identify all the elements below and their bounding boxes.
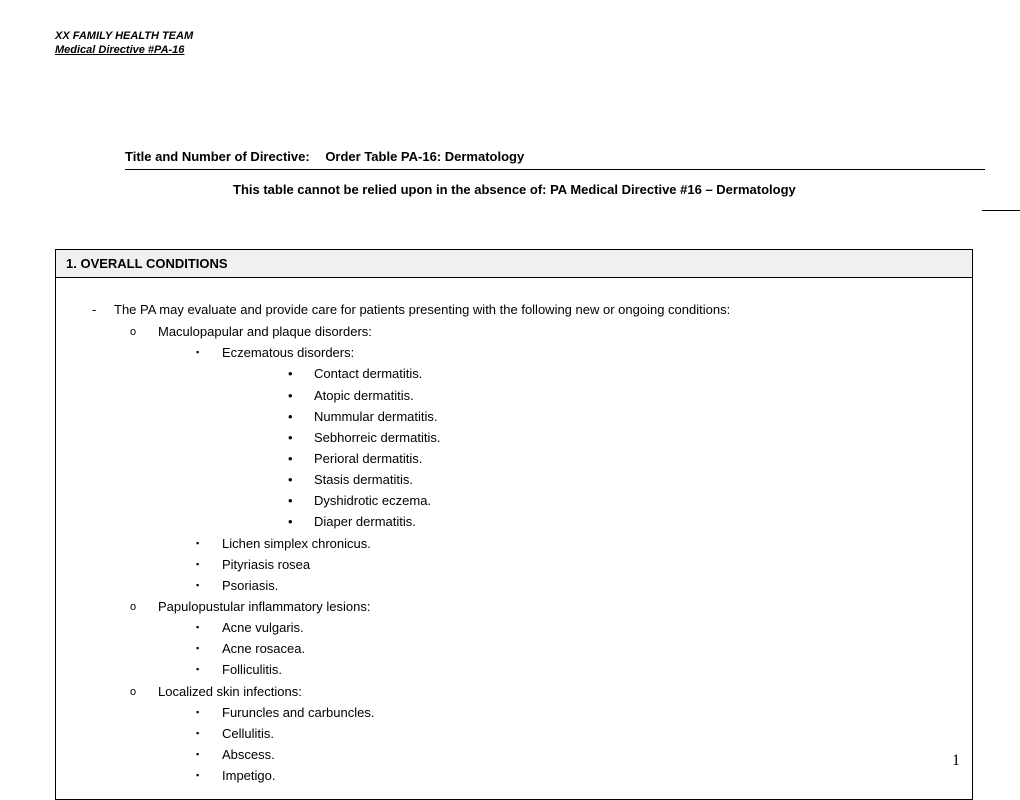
condition-item: •Perioral dermatitis.: [288, 449, 942, 469]
condition-text: Diaper dermatitis.: [314, 512, 416, 532]
group-label: Localized skin infections:: [158, 682, 302, 702]
section-body: - The PA may evaluate and provide care f…: [56, 278, 972, 799]
square-marker: ▪: [196, 576, 222, 596]
subgroup-list: ▪Acne vulgaris.▪Acne rosacea.▪Folliculit…: [196, 618, 942, 680]
intro-item: - The PA may evaluate and provide care f…: [92, 300, 942, 320]
bullet-marker: •: [288, 407, 314, 427]
bullet-marker: •: [288, 386, 314, 406]
group-item: oMaculopapular and plaque disorders:: [130, 322, 942, 342]
circle-marker: o: [130, 322, 158, 342]
circle-marker: o: [130, 597, 158, 617]
header-directive-ref: Medical Directive #PA-16: [55, 44, 970, 56]
square-marker: ▪: [196, 745, 222, 765]
subgroup-label: Impetigo.: [222, 766, 275, 786]
subgroup-item: ▪Psoriasis.: [196, 576, 942, 596]
condition-item: •Sebhorreic dermatitis.: [288, 428, 942, 448]
condition-text: Contact dermatitis.: [314, 364, 422, 384]
title-row: Title and Number of Directive: Order Tab…: [125, 149, 970, 164]
condition-text: Atopic dermatitis.: [314, 386, 414, 406]
subgroup-label: Lichen simplex chronicus.: [222, 534, 371, 554]
subgroup-label: Cellulitis.: [222, 724, 274, 744]
square-marker: ▪: [196, 724, 222, 744]
square-marker: ▪: [196, 618, 222, 638]
square-marker: ▪: [196, 703, 222, 723]
square-marker: ▪: [196, 343, 222, 363]
section-box: 1. OVERALL CONDITIONS - The PA may evalu…: [55, 249, 973, 800]
item-list: •Contact dermatitis.•Atopic dermatitis.•…: [288, 364, 942, 532]
condition-item: •Atopic dermatitis.: [288, 386, 942, 406]
subgroup-item: ▪Acne rosacea.: [196, 639, 942, 659]
subgroup-item: ▪Folliculitis.: [196, 660, 942, 680]
group-item: oPapulopustular inflammatory lesions:: [130, 597, 942, 617]
subgroup-item: ▪Lichen simplex chronicus.: [196, 534, 942, 554]
subgroup-label: Eczematous disorders:: [222, 343, 354, 363]
bullet-marker: •: [288, 428, 314, 448]
subgroup-label: Acne vulgaris.: [222, 618, 304, 638]
condition-text: Stasis dermatitis.: [314, 470, 413, 490]
subgroup-label: Folliculitis.: [222, 660, 282, 680]
square-marker: ▪: [196, 766, 222, 786]
condition-item: •Contact dermatitis.: [288, 364, 942, 384]
dash-marker: -: [92, 300, 114, 320]
subgroup-item: ▪Impetigo.: [196, 766, 942, 786]
subgroup-label: Psoriasis.: [222, 576, 278, 596]
subgroup-label: Furuncles and carbuncles.: [222, 703, 374, 723]
circle-marker: o: [130, 682, 158, 702]
title-underline: [125, 169, 985, 170]
subgroup-label: Pityriasis rosea: [222, 555, 310, 575]
bullet-marker: •: [288, 491, 314, 511]
square-marker: ▪: [196, 639, 222, 659]
square-marker: ▪: [196, 660, 222, 680]
subgroup-item: ▪Pityriasis rosea: [196, 555, 942, 575]
title-value: Order Table PA-16: Dermatology: [325, 149, 524, 164]
subgroup-label: Acne rosacea.: [222, 639, 305, 659]
subgroup-list: ▪Furuncles and carbuncles.▪Cellulitis.▪A…: [196, 703, 942, 787]
condition-item: •Dyshidrotic eczema.: [288, 491, 942, 511]
condition-text: Sebhorreic dermatitis.: [314, 428, 440, 448]
condition-text: Nummular dermatitis.: [314, 407, 438, 427]
bullet-marker: •: [288, 364, 314, 384]
condition-item: •Diaper dermatitis.: [288, 512, 942, 532]
title-label: Title and Number of Directive:: [125, 149, 310, 164]
subgroup-item: ▪Cellulitis.: [196, 724, 942, 744]
subgroup-item: ▪Eczematous disorders:: [196, 343, 942, 363]
square-marker: ▪: [196, 555, 222, 575]
page-number: 1: [952, 752, 960, 770]
subtitle-underline: [982, 210, 1020, 211]
bullet-marker: •: [288, 512, 314, 532]
subtitle-text: This table cannot be relied upon in the …: [233, 182, 1013, 197]
condition-item: •Nummular dermatitis.: [288, 407, 942, 427]
subgroup-item: ▪Acne vulgaris.: [196, 618, 942, 638]
groups-list: oMaculopapular and plaque disorders:▪Ecz…: [130, 322, 942, 786]
condition-text: Perioral dermatitis.: [314, 449, 422, 469]
bullet-marker: •: [288, 470, 314, 490]
subgroup-label: Abscess.: [222, 745, 275, 765]
subgroup-item: ▪Furuncles and carbuncles.: [196, 703, 942, 723]
subgroup-item: ▪Abscess.: [196, 745, 942, 765]
group-label: Papulopustular inflammatory lesions:: [158, 597, 370, 617]
bullet-marker: •: [288, 449, 314, 469]
condition-item: •Stasis dermatitis.: [288, 470, 942, 490]
section-heading: 1. OVERALL CONDITIONS: [56, 250, 972, 278]
intro-text: The PA may evaluate and provide care for…: [114, 300, 730, 320]
header-org: XX FAMILY HEALTH TEAM: [55, 30, 970, 42]
condition-text: Dyshidrotic eczema.: [314, 491, 431, 511]
group-item: oLocalized skin infections:: [130, 682, 942, 702]
square-marker: ▪: [196, 534, 222, 554]
subgroup-list: ▪Eczematous disorders:•Contact dermatiti…: [196, 343, 942, 596]
group-label: Maculopapular and plaque disorders:: [158, 322, 372, 342]
